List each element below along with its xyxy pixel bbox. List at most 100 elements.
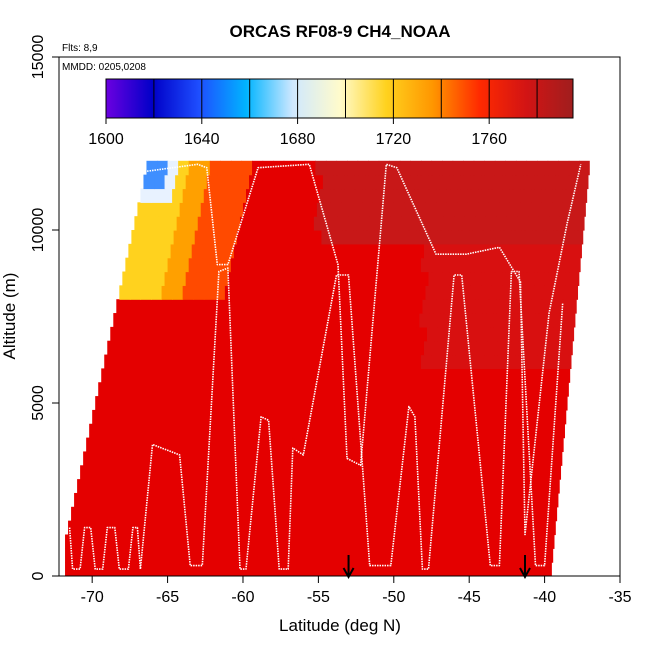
field-cell [291,368,303,383]
field-cell [431,160,443,176]
field-cell [463,354,475,369]
field-cell [217,465,229,480]
field-cell [389,257,401,273]
field-cell [512,174,525,190]
field-cell [86,548,98,563]
field-cell [169,396,181,411]
field-cell [544,368,556,383]
field-cell [383,382,395,397]
field-cell [398,506,410,522]
field-cell [371,548,383,563]
field-cell [378,160,390,176]
field-cell [515,257,528,273]
field-cell [500,520,513,536]
field-cell [454,202,466,217]
field-cell [508,243,520,259]
field-cell [502,174,514,190]
field-cell [271,313,283,328]
field-cell [208,409,220,425]
field-cell [327,396,339,411]
field-cell [469,230,481,245]
field-cell [484,160,496,176]
field-cell [261,409,273,425]
field-cell [125,257,137,273]
field-cell [354,174,366,190]
field-cell [342,326,354,342]
field-cell [538,202,550,217]
field-cell [242,396,255,411]
field-cell [247,423,259,439]
field-cell [244,562,256,576]
field-cell [392,340,404,356]
field-cell [176,409,188,425]
field-cell [359,396,371,411]
field-cell [485,299,497,314]
field-cell [277,382,289,397]
field-cell [191,548,203,563]
field-cell [345,216,357,231]
field-cell [384,326,396,342]
field-cell [426,423,439,439]
field-cell [334,506,347,522]
field-cell [466,562,478,576]
field-cell [297,562,309,576]
field-cell [580,202,586,217]
field-cell [408,313,421,328]
field-cell [324,216,336,231]
field-cell [479,230,491,245]
field-cell [374,230,386,245]
field-cell [515,160,528,176]
field-cell [497,548,510,563]
field-cell [567,313,576,328]
field-cell [119,479,131,494]
field-cell [445,548,457,563]
field-cell [93,451,105,466]
field-cell [265,340,277,356]
field-cell [511,230,523,245]
field-cell [105,492,117,508]
field-cell [428,174,440,190]
field-cell [190,396,202,411]
field-cell [413,548,425,563]
field-cell [307,548,319,563]
field-cell [208,313,220,328]
field-cell [413,534,425,549]
field-cell [264,202,276,217]
field-cell [247,230,259,245]
field-cell [395,520,407,536]
field-cell [123,313,136,328]
field-cell [104,354,116,369]
field-cell [448,326,460,342]
field-cell [374,326,386,342]
field-cell [267,188,279,203]
field-cell [249,465,261,480]
field-cell [348,492,360,508]
field-cell [472,409,484,425]
field-cell [265,534,277,549]
field-cell [341,382,353,397]
field-cell [552,382,564,397]
field-cell [135,257,148,273]
field-cell [126,299,139,314]
field-cell [140,285,152,300]
field-cell [384,230,396,245]
field-cell [134,409,146,425]
field-cell [128,243,140,259]
field-cell [497,562,510,576]
field-cell [404,188,416,203]
field-cell [437,423,449,439]
field-cell [369,202,381,217]
field-cell [258,520,270,536]
field-cell [181,243,193,259]
field-cell [122,271,134,286]
field-cell [538,299,550,314]
field-cell [494,354,506,369]
field-cell [173,230,185,245]
field-cell [330,382,342,397]
field-cell [230,160,243,176]
field-cell [154,465,166,480]
field-cell [518,437,531,453]
field-cell [452,451,464,466]
field-cell [549,492,559,508]
field-cell [258,230,270,245]
